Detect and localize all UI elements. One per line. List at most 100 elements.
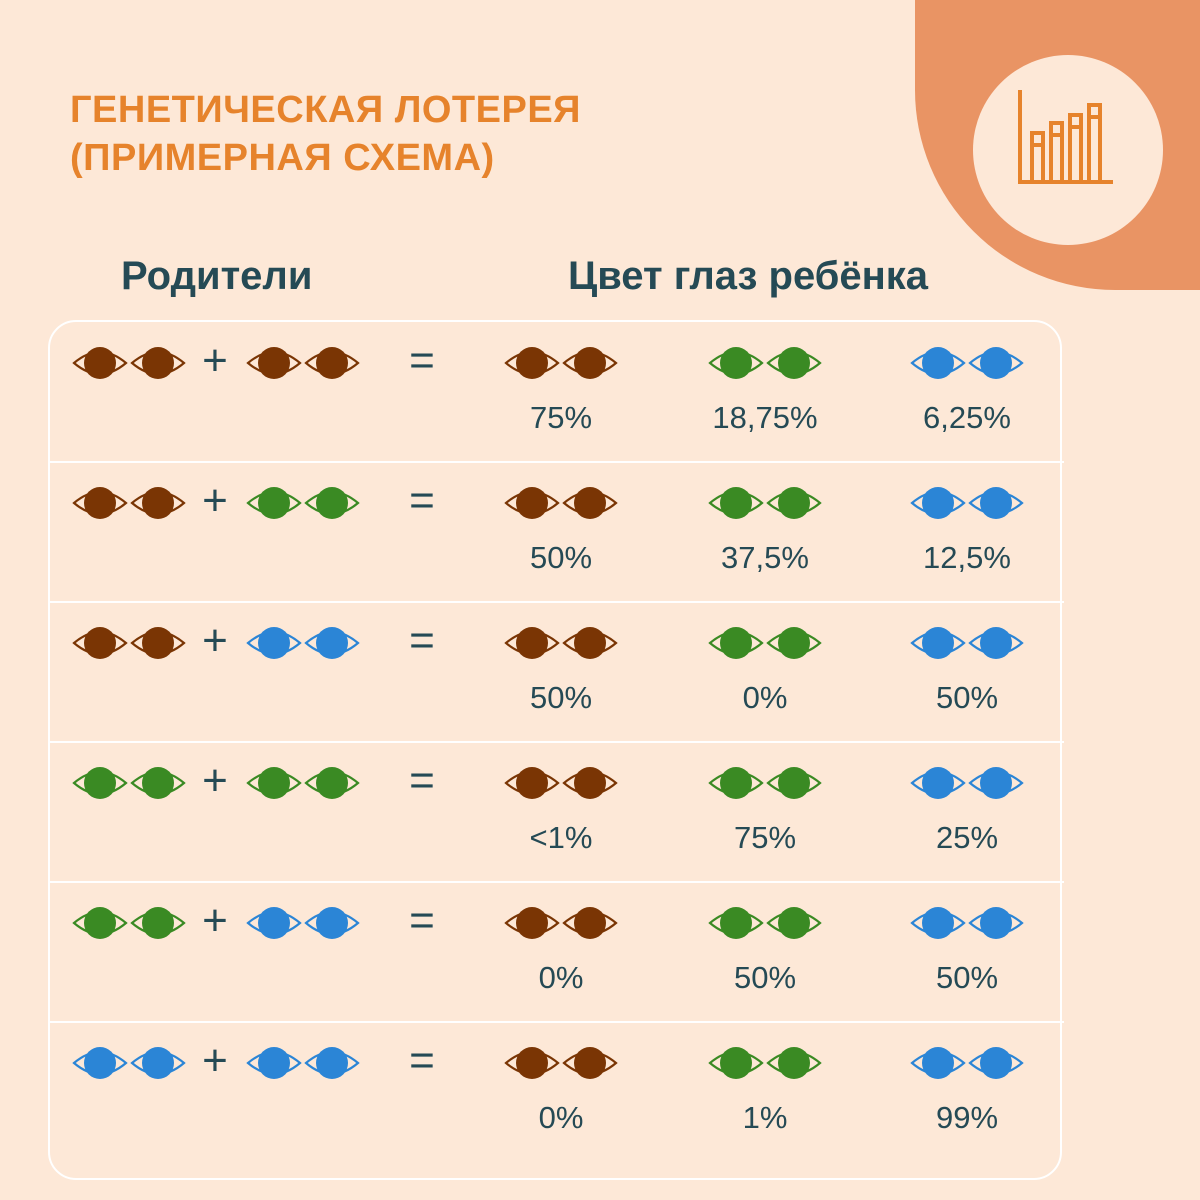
child-eye-color-column-header: Цвет глаз ребёнка [568, 254, 929, 298]
brown-eye-icon [72, 347, 128, 379]
blue-eye-icon [304, 1047, 360, 1079]
brown-eye-icon [246, 347, 302, 379]
green-eye-icon [766, 347, 822, 379]
green-eye-icon [766, 487, 822, 519]
page-title: ГЕНЕТИЧЕСКАЯ ЛОТЕРЕЯ (ПРИМЕРНАЯ СХЕМА) [70, 86, 581, 182]
plus-sign: + [202, 476, 228, 525]
blue-eye-icon [910, 627, 966, 659]
brown-probability: 0% [538, 1100, 584, 1135]
green-eye-icon [766, 907, 822, 939]
green-eye-icon [766, 1047, 822, 1079]
child-green-eyes [707, 766, 823, 800]
brown-eye-icon [504, 487, 560, 519]
green-eye-icon [72, 767, 128, 799]
plus-sign: + [202, 336, 228, 385]
child-blue-eyes [909, 346, 1025, 380]
green-eye-icon [708, 627, 764, 659]
title-line-1: ГЕНЕТИЧЕСКАЯ ЛОТЕРЕЯ [70, 89, 581, 131]
brown-eye-icon [504, 627, 560, 659]
equals-sign: = [409, 896, 435, 945]
green-eye-icon [708, 907, 764, 939]
child-brown-eyes [503, 346, 619, 380]
green-eye-icon [246, 487, 302, 519]
plus-sign: + [202, 616, 228, 665]
parent-2-eyes [245, 766, 361, 800]
equals-sign: = [409, 616, 435, 665]
brown-eye-icon [504, 1047, 560, 1079]
brown-probability: 0% [538, 960, 584, 995]
child-brown-eyes [503, 766, 619, 800]
row-divider [50, 461, 1064, 463]
child-blue-eyes [909, 766, 1025, 800]
blue-eye-icon [246, 1047, 302, 1079]
child-blue-eyes [909, 906, 1025, 940]
child-green-eyes [707, 1046, 823, 1080]
inheritance-table: + = 75% 18,75% 6,25% + = 50% 37,5% 12,5% + = 50% 0% 50… [48, 320, 1064, 1180]
blue-probability: 6,25% [923, 400, 1011, 435]
blue-probability: 12,5% [923, 540, 1011, 575]
blue-eye-icon [130, 1047, 186, 1079]
blue-eye-icon [304, 627, 360, 659]
brown-eye-icon [562, 907, 618, 939]
parent-1-eyes [71, 626, 187, 660]
green-eye-icon [72, 907, 128, 939]
green-eye-icon [708, 347, 764, 379]
row-divider [50, 881, 1064, 883]
plus-sign: + [202, 1036, 228, 1085]
blue-eye-icon [910, 907, 966, 939]
blue-eye-icon [246, 627, 302, 659]
blue-eye-icon [72, 1047, 128, 1079]
parent-2-eyes [245, 1046, 361, 1080]
parent-1-eyes [71, 346, 187, 380]
brown-eye-icon [304, 347, 360, 379]
child-brown-eyes [503, 1046, 619, 1080]
child-blue-eyes [909, 486, 1025, 520]
child-brown-eyes [503, 906, 619, 940]
blue-eye-icon [304, 907, 360, 939]
green-eye-icon [708, 1047, 764, 1079]
brown-eye-icon [504, 347, 560, 379]
brown-eye-icon [130, 347, 186, 379]
brown-eye-icon [562, 1047, 618, 1079]
child-blue-eyes [909, 1046, 1025, 1080]
parents-column-header: Родители [121, 254, 313, 298]
blue-eye-icon [246, 907, 302, 939]
table-row: + = <1% 75% 25% [50, 742, 1064, 883]
plus-sign: + [202, 756, 228, 805]
blue-probability: 99% [935, 1100, 999, 1135]
parent-1-eyes [71, 486, 187, 520]
green-probability: 18,75% [712, 400, 818, 435]
row-divider [50, 741, 1064, 743]
row-divider [50, 1021, 1064, 1023]
brown-eye-icon [562, 487, 618, 519]
parent-2-eyes [245, 906, 361, 940]
bar-chart-icon [1018, 90, 1113, 184]
parent-1-eyes [71, 1046, 187, 1080]
child-brown-eyes [503, 626, 619, 660]
child-blue-eyes [909, 626, 1025, 660]
blue-eye-icon [968, 347, 1024, 379]
green-probability: 75% [733, 820, 797, 855]
brown-eye-icon [130, 487, 186, 519]
child-brown-eyes [503, 486, 619, 520]
plus-sign: + [202, 896, 228, 945]
green-eye-icon [130, 907, 186, 939]
brown-probability: 50% [529, 540, 593, 575]
green-eye-icon [246, 767, 302, 799]
blue-probability: 50% [935, 960, 999, 995]
brown-probability: 75% [529, 400, 593, 435]
blue-eye-icon [910, 767, 966, 799]
parent-1-eyes [71, 906, 187, 940]
child-green-eyes [707, 486, 823, 520]
table-row: + = 50% 0% 50% [50, 602, 1064, 743]
row-divider [50, 601, 1064, 603]
blue-eye-icon [910, 347, 966, 379]
equals-sign: = [409, 1036, 435, 1085]
green-eye-icon [766, 767, 822, 799]
blue-eye-icon [968, 1047, 1024, 1079]
green-probability: 50% [733, 960, 797, 995]
equals-sign: = [409, 756, 435, 805]
brown-probability: 50% [529, 680, 593, 715]
brown-eye-icon [72, 487, 128, 519]
blue-eye-icon [968, 487, 1024, 519]
